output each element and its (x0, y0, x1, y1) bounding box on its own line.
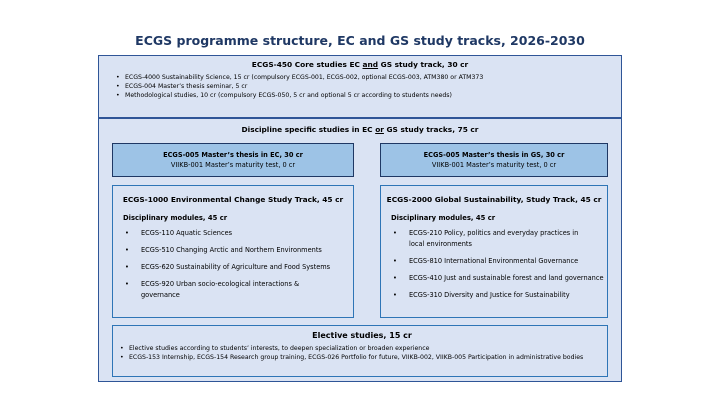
core-box: ECGS-450 Core studies EC and GS study tr… (98, 55, 622, 118)
thesis-title: ECGS-005 Master’s thesis in GS, 30 cr (423, 151, 565, 159)
title-part: GS study track, 30 cr (378, 60, 469, 69)
thesis-title: ECGS-005 Master’s thesis in EC, 30 cr (163, 151, 303, 159)
track-item: ECGS-920 Urban socio-ecological interact… (113, 279, 353, 301)
track-item: ECGS-410 Just and sustainable forest and… (381, 273, 607, 284)
core-item: Methodological studies, 10 cr (compulsor… (113, 91, 621, 100)
track-title: ECGS-1000 Environmental Change Study Tra… (122, 195, 344, 204)
elective-item: Elective studies according to students’ … (117, 344, 607, 353)
thesis-note: VIIKB-001 Master’s maturity test, 0 cr (170, 161, 296, 169)
elective-box: Elective studies, 15 cr Elective studies… (112, 325, 608, 377)
track-list: ECGS-110 Aquatic Sciences ECGS-510 Chang… (113, 228, 353, 301)
elective-list: Elective studies according to students’ … (117, 344, 607, 363)
title-part: ECGS-450 Core studies EC (251, 60, 363, 69)
core-item: ECGS-004 Master’s thesis seminar, 5 cr (113, 82, 621, 91)
thesis-ec-box: ECGS-005 Master’s thesis in EC, 30 cr VI… (112, 143, 354, 177)
discipline-title: Discipline specific studies in EC or GS … (99, 125, 621, 134)
core-list: ECGS-4000 Sustainability Science, 15 cr … (113, 73, 621, 101)
thesis-gs-box: ECGS-005 Master’s thesis in GS, 30 cr VI… (380, 143, 608, 177)
track-item: ECGS-810 International Environmental Gov… (381, 256, 607, 267)
title-emphasis: and (362, 60, 379, 69)
track-title: ECGS-2000 Global Sustainability, Study T… (386, 195, 602, 204)
track-item: ECGS-620 Sustainability of Agriculture a… (113, 262, 353, 273)
gs-track-box: ECGS-2000 Global Sustainability, Study T… (380, 185, 608, 318)
track-subtitle: Disciplinary modules, 45 cr (123, 214, 228, 222)
ec-track-box: ECGS-1000 Environmental Change Study Tra… (112, 185, 354, 318)
track-subtitle: Disciplinary modules, 45 cr (391, 214, 496, 222)
track-item: ECGS-210 Policy, politics and everyday p… (381, 228, 607, 250)
core-item: ECGS-4000 Sustainability Science, 15 cr … (113, 73, 621, 82)
title-emphasis: or (375, 125, 384, 134)
title-part: GS study tracks, 75 cr (383, 125, 479, 134)
thesis-note: VIIKB-001 Master’s maturity test, 0 cr (431, 161, 557, 169)
track-item: ECGS-310 Diversity and Justice for Susta… (381, 290, 607, 301)
elective-title: Elective studies, 15 cr (312, 331, 412, 340)
core-title: ECGS-450 Core studies EC and GS study tr… (113, 60, 621, 69)
elective-item: ECGS-153 Internship, ECGS-154 Research g… (117, 353, 607, 362)
main-title: ECGS programme structure, EC and GS stud… (135, 33, 585, 48)
track-item: ECGS-110 Aquatic Sciences (113, 228, 353, 239)
track-item: ECGS-510 Changing Arctic and Northern En… (113, 245, 353, 256)
title-part: Discipline specific studies in EC (241, 125, 376, 134)
track-list: ECGS-210 Policy, politics and everyday p… (381, 228, 607, 301)
